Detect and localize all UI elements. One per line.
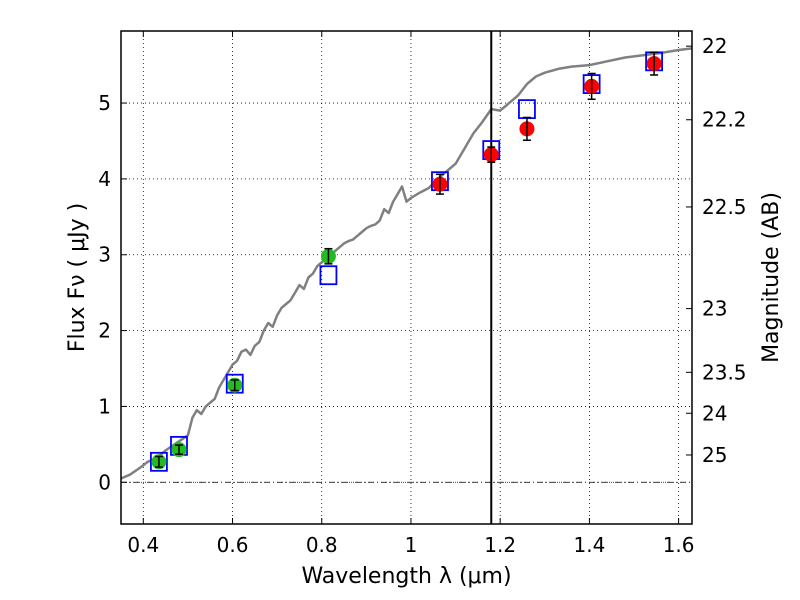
x-tick-label: 1.4 [573,533,605,557]
y2-tick-label: 25 [702,443,727,467]
x-tick-label: 1.2 [484,533,516,557]
data-marks [121,31,692,524]
x-tick-label: 0.8 [306,533,338,557]
y-tick-label: 0 [98,470,111,494]
y2-axis-label: Magnitude (AB) [759,192,784,363]
y-tick-label: 1 [98,394,111,418]
x-tick-label: 0.4 [127,533,159,557]
square-marker [319,265,338,286]
y2-tick-label: 23 [702,297,727,321]
square-marker [150,451,168,472]
x-tick-label: 1.6 [663,533,695,557]
x-tick-label: 0.6 [217,533,249,557]
x-axis-label: Wavelength λ (μm) [301,564,511,589]
y2-tick-label: 22.2 [702,108,747,132]
y2-tick-label: 23.5 [702,360,747,384]
y2-tick-label: 22 [702,34,727,58]
plot-frame [120,30,693,525]
y-tick-label: 5 [98,91,111,115]
y-axis-label: Flux Fν ( μJy ) [65,203,90,352]
x-tick-label: 1 [405,533,418,557]
ticks: 0.4 0.6 0.8 1 1.2 1.4 1.60123452222.222.52323.… [98,31,747,557]
y-tick-label: 2 [98,319,111,343]
grid [121,31,692,524]
y-tick-label: 3 [98,243,111,267]
y2-tick-label: 24 [702,401,727,425]
y2-tick-label: 22.5 [702,195,747,219]
spectrum-line [121,47,692,480]
y-tick-label: 4 [98,167,111,191]
